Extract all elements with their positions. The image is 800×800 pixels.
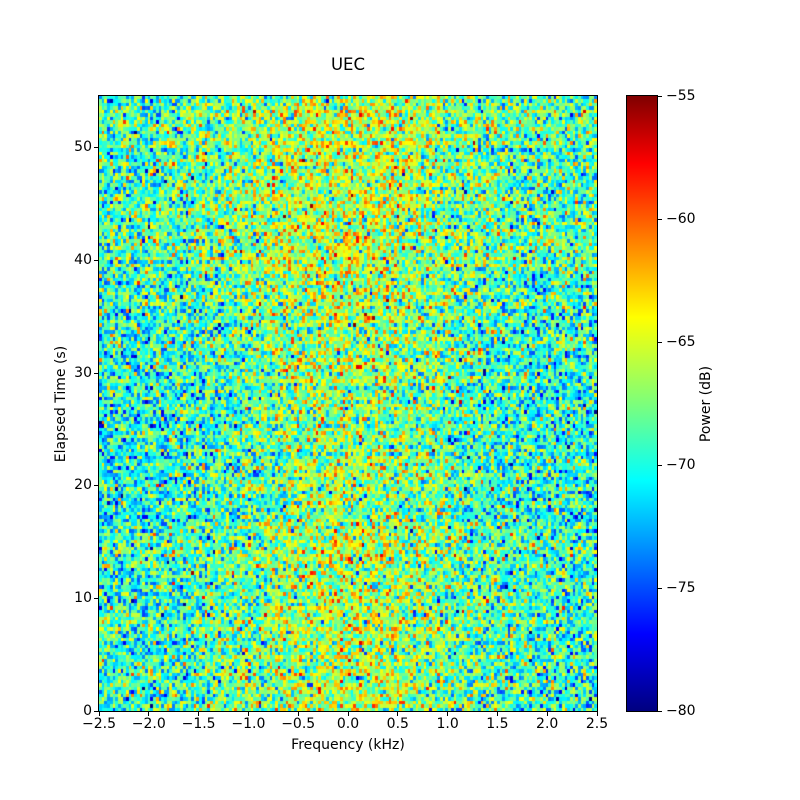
x-tick-mark <box>98 712 100 716</box>
x-axis-label: Frequency (kHz) <box>291 737 405 753</box>
y-tick-mark <box>94 147 98 149</box>
x-tick-label: 2.0 <box>536 716 559 732</box>
x-tick-mark <box>297 712 299 716</box>
colorbar-tick-mark <box>658 587 662 589</box>
colorbar-label: Power (dB) <box>698 365 714 443</box>
colorbar-tick-mark <box>658 341 662 343</box>
y-tick-mark <box>94 710 98 712</box>
colorbar-tick-label: −80 <box>666 702 696 719</box>
colorbar-gradient <box>627 96 657 711</box>
y-tick-mark <box>94 259 98 261</box>
colorbar <box>626 95 658 712</box>
colorbar-tick-mark <box>658 710 662 712</box>
y-tick-mark <box>94 372 98 374</box>
x-tick-label: −2.0 <box>131 716 166 732</box>
x-tick-mark <box>148 712 150 716</box>
spectrogram-canvas <box>99 96 597 711</box>
colorbar-tick-label: −70 <box>666 456 696 473</box>
y-tick-label: 30 <box>74 364 92 381</box>
x-tick-label: 0.5 <box>386 716 409 732</box>
y-tick-label: 0 <box>83 702 92 719</box>
y-tick-label: 10 <box>74 589 92 606</box>
x-tick-mark <box>546 712 548 716</box>
x-tick-mark <box>347 712 349 716</box>
colorbar-tick-label: −60 <box>666 210 696 227</box>
x-tick-mark <box>447 712 449 716</box>
x-tick-label: −1.5 <box>181 716 216 732</box>
colorbar-tick-mark <box>658 218 662 220</box>
colorbar-tick-mark <box>658 95 662 97</box>
x-tick-label: 1.0 <box>436 716 459 732</box>
x-tick-label: −0.5 <box>281 716 316 732</box>
y-tick-mark <box>94 597 98 599</box>
x-tick-label: 0.0 <box>336 716 360 732</box>
colorbar-tick-label: −65 <box>666 333 696 350</box>
y-tick-label: 50 <box>74 139 92 156</box>
x-tick-mark <box>496 712 498 716</box>
y-tick-mark <box>94 485 98 487</box>
x-tick-mark <box>596 712 598 716</box>
x-tick-mark <box>397 712 399 716</box>
y-tick-label: 20 <box>74 477 92 494</box>
x-tick-label: −2.5 <box>82 716 116 732</box>
x-tick-mark <box>198 712 200 716</box>
colorbar-tick-label: −75 <box>666 579 696 596</box>
x-tick-label: 2.5 <box>585 716 609 732</box>
y-tick-label: 40 <box>74 251 92 268</box>
x-tick-label: −1.0 <box>231 716 266 732</box>
x-tick-label: 1.5 <box>486 716 509 732</box>
y-axis-label: Elapsed Time (s) <box>53 345 69 463</box>
colorbar-tick-mark <box>658 464 662 466</box>
x-tick-mark <box>247 712 249 716</box>
colorbar-tick-label: −55 <box>666 87 696 104</box>
plot-title: UEC <box>330 55 366 75</box>
plot-area <box>98 95 598 712</box>
